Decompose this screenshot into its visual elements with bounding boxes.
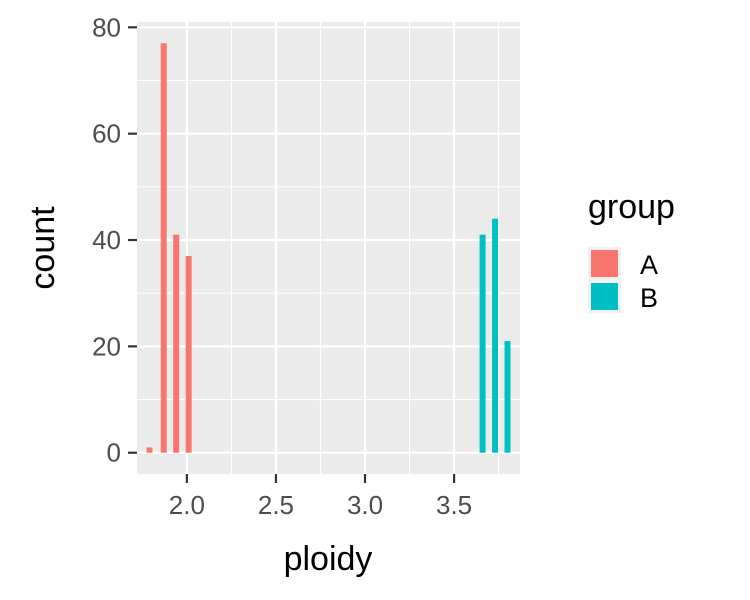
grid-major	[137, 22, 520, 474]
bar-b	[479, 234, 486, 453]
bar-a	[146, 447, 153, 453]
y-tick-label: 0	[107, 438, 121, 468]
legend-title: group	[588, 188, 675, 226]
bar-b	[492, 218, 499, 453]
y-tick-label: 60	[92, 119, 121, 149]
legend-label-b: B	[640, 283, 658, 313]
x-tick-label: 2.5	[258, 490, 294, 520]
x-tick-label: 3.5	[436, 490, 472, 520]
x-axis-title: ploidy	[284, 540, 373, 578]
legend-label-a: A	[640, 250, 658, 280]
x-axis: 2.0 2.5 3.0 3.5	[169, 474, 472, 520]
legend: group AB	[588, 188, 675, 313]
legend-key-a	[591, 250, 618, 277]
legend-key-b	[591, 283, 618, 310]
bar-b	[504, 341, 511, 453]
bar-a	[185, 255, 192, 453]
x-tick-label: 2.0	[169, 490, 205, 520]
y-axis: 0 20 40 60 80	[92, 12, 137, 468]
plot-panel	[137, 22, 520, 474]
y-tick-label: 80	[92, 12, 121, 42]
grid-minor	[137, 22, 520, 474]
y-axis-title: count	[24, 206, 62, 290]
bars	[146, 43, 511, 453]
y-tick-label: 20	[92, 331, 121, 361]
x-tick-label: 3.0	[347, 490, 383, 520]
y-tick-label: 40	[92, 225, 121, 255]
bar-a	[160, 43, 167, 453]
bar-a	[173, 234, 180, 453]
